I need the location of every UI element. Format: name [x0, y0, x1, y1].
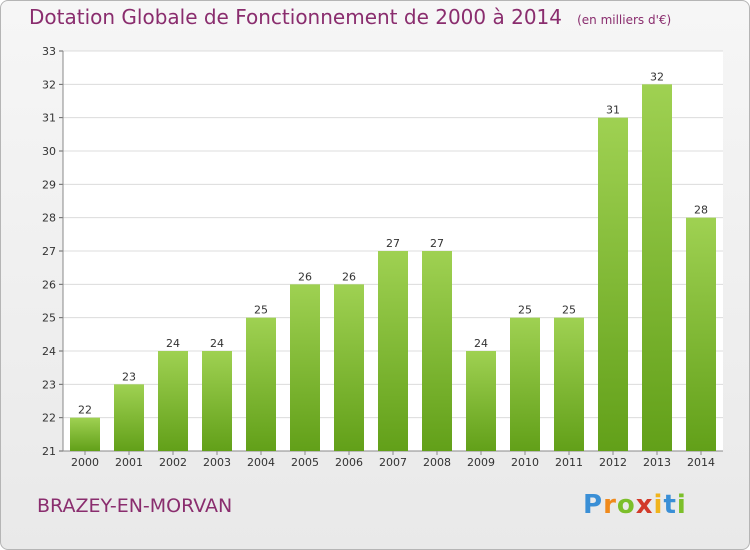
bar-value-label: 27 [430, 237, 444, 250]
bar [378, 251, 408, 451]
bar-value-label: 25 [562, 304, 576, 317]
x-tick-label: 2005 [291, 456, 319, 469]
bar-value-label: 26 [342, 270, 356, 283]
bar [290, 284, 320, 451]
y-tick-label: 24 [42, 345, 56, 358]
y-tick-label: 25 [42, 312, 56, 325]
bar-value-label: 27 [386, 237, 400, 250]
chart-title: Dotation Globale de Fonctionnement de 20… [29, 5, 671, 29]
bar [202, 351, 232, 451]
y-tick-label: 27 [42, 245, 56, 258]
y-tick-label: 33 [42, 45, 56, 58]
bar [510, 317, 540, 451]
bar-value-label: 25 [254, 304, 268, 317]
y-tick-label: 30 [42, 145, 56, 158]
bar-value-label: 25 [518, 304, 532, 317]
bar [158, 351, 188, 451]
y-tick-label: 21 [42, 445, 56, 458]
y-tick-label: 22 [42, 412, 56, 425]
logo-letter: x [635, 490, 654, 520]
bar [334, 284, 364, 451]
commune-name: BRAZEY-EN-MORVAN [37, 495, 233, 517]
y-tick-label: 23 [42, 378, 56, 391]
x-tick-label: 2011 [555, 456, 583, 469]
bar-value-label: 23 [122, 370, 136, 383]
bar-value-label: 24 [474, 337, 488, 350]
logo-letter: r [603, 490, 617, 520]
x-tick-label: 2010 [511, 456, 539, 469]
bar-value-label: 32 [650, 70, 664, 83]
x-tick-label: 2012 [599, 456, 627, 469]
x-tick-label: 2007 [379, 456, 407, 469]
proxiti-logo: Proxiti [583, 490, 687, 520]
bar-value-label: 22 [78, 404, 92, 417]
x-tick-label: 2003 [203, 456, 231, 469]
bar-value-label: 26 [298, 270, 312, 283]
logo-letter: P [583, 490, 604, 520]
logo-letter: t [663, 490, 677, 520]
y-tick-label: 26 [42, 278, 56, 291]
bar [114, 384, 144, 451]
y-tick-label: 28 [42, 212, 56, 225]
y-tick-label: 29 [42, 178, 56, 191]
bar [686, 217, 716, 451]
title-unit-note: (en milliers d'€) [577, 13, 672, 27]
logo-letter: o [616, 490, 636, 520]
x-tick-label: 2014 [687, 456, 715, 469]
bar [246, 317, 276, 451]
logo-letter: i [653, 490, 664, 520]
x-tick-label: 2004 [247, 456, 275, 469]
bar [642, 84, 672, 451]
bar-value-label: 31 [606, 104, 620, 117]
x-tick-label: 2006 [335, 456, 363, 469]
bar-value-label: 24 [166, 337, 180, 350]
x-tick-label: 2008 [423, 456, 451, 469]
bar [70, 417, 100, 451]
title-main: Dotation Globale de Fonctionnement de 20… [29, 5, 562, 29]
x-tick-label: 2009 [467, 456, 495, 469]
bar [598, 117, 628, 452]
logo-letter: i [676, 490, 687, 520]
x-tick-label: 2002 [159, 456, 187, 469]
y-tick-label: 32 [42, 78, 56, 91]
y-tick-label: 31 [42, 112, 56, 125]
bar-value-label: 24 [210, 337, 224, 350]
bar-value-label: 28 [694, 204, 708, 217]
bar [422, 251, 452, 451]
bar [466, 351, 496, 451]
x-tick-label: 2001 [115, 456, 143, 469]
bar [554, 317, 584, 451]
x-tick-label: 2013 [643, 456, 671, 469]
x-tick-label: 2000 [71, 456, 99, 469]
